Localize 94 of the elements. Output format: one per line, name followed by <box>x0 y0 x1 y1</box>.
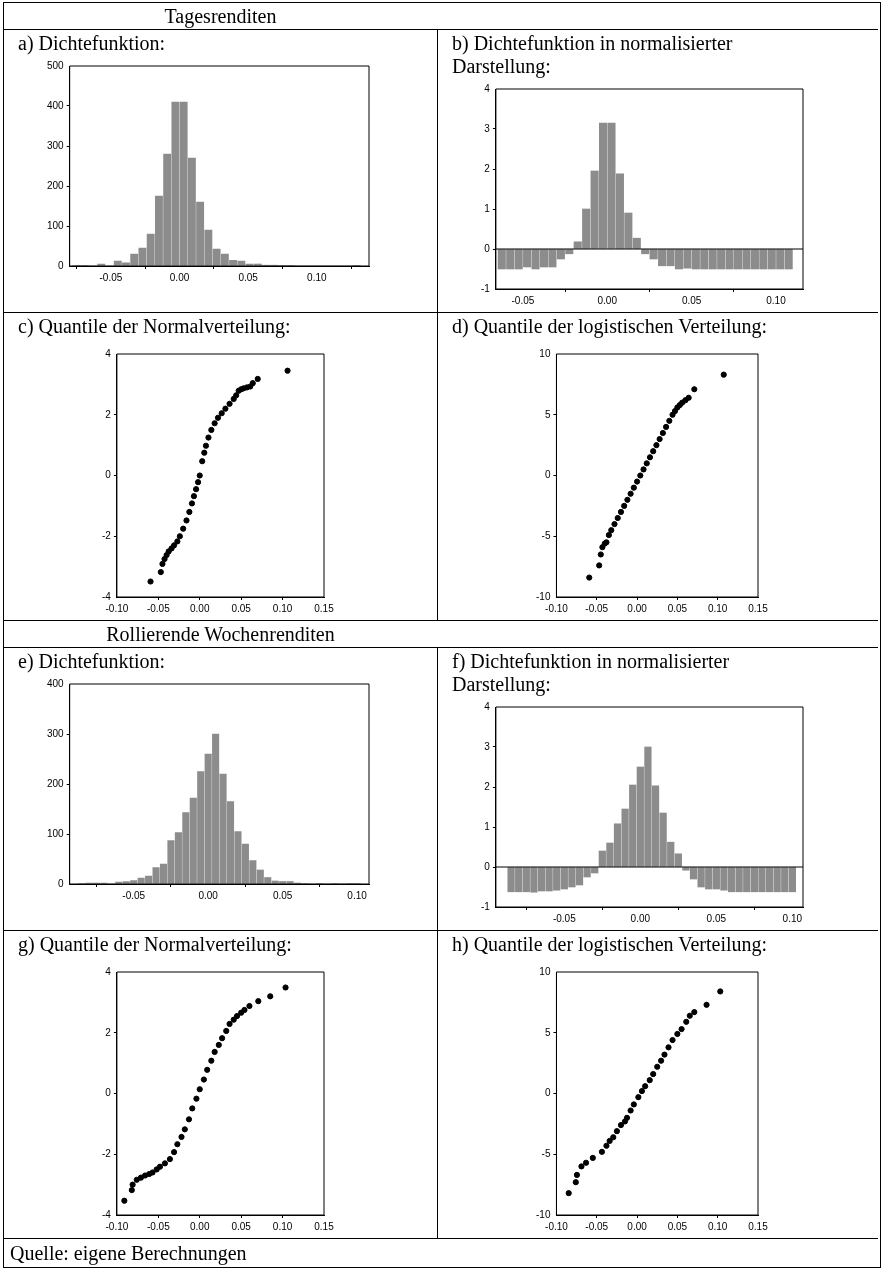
y-tick-label: -2 <box>101 1148 112 1159</box>
chart-title: e) Dichtefunktion: <box>17 649 167 674</box>
y-tick-label: 100 <box>47 219 65 231</box>
y-tick-label: 4 <box>484 82 491 94</box>
y-tick-label: 0 <box>105 469 112 481</box>
x-tick-label: 0.00 <box>190 1220 210 1232</box>
y-tick-label: 0 <box>484 860 491 872</box>
y-tick-label: 4 <box>105 965 112 977</box>
x-tick-label: 0.05 <box>238 271 259 283</box>
x-tick-label: -0.10 <box>545 1220 569 1232</box>
x-tick-label: -0.10 <box>105 1220 129 1232</box>
y-tick-label: -4 <box>101 590 112 602</box>
chart-subtitle: Rollierende Wochenrenditen <box>4 621 878 648</box>
y-tick-label: -5 <box>541 530 551 541</box>
y-tick-label: 200 <box>47 777 65 789</box>
y-tick-label: 5 <box>544 408 551 420</box>
y-tick-label: -1 <box>480 282 491 294</box>
x-tick-label: -0.05 <box>585 1220 609 1232</box>
x-tick-label: 0.00 <box>597 294 618 306</box>
y-tick-label: 300 <box>47 139 65 151</box>
x-tick-label: 0.00 <box>630 912 651 924</box>
y-tick-label: 400 <box>47 677 65 689</box>
x-tick-label: 0.05 <box>231 1220 252 1232</box>
y-tick-label: -4 <box>101 1208 112 1220</box>
y-tick-label: 10 <box>539 965 551 977</box>
y-tick-label: 4 <box>105 347 112 359</box>
x-tick-label: -0.05 <box>146 1220 171 1232</box>
x-tick-label: 0.05 <box>231 602 252 614</box>
x-tick-label: 0.15 <box>314 602 335 614</box>
source-note: Quelle: eigene Berechnungen <box>9 1241 248 1267</box>
x-tick-label: 0.10 <box>766 294 787 306</box>
chart-title: h) Quantile der logistischen Verteilung: <box>451 932 769 958</box>
chart-title: f) Dichtefunktion in normalisierter Darstellung: <box>451 649 731 698</box>
y-tick-label: 1 <box>484 820 491 832</box>
x-tick-label: 0.05 <box>706 912 727 924</box>
y-tick-label: 0 <box>544 1087 551 1099</box>
y-tick-label: 10 <box>539 347 551 359</box>
x-tick-label: 0.10 <box>707 602 728 614</box>
y-tick-label: -2 <box>101 530 112 541</box>
x-tick-label: 0.10 <box>272 1220 293 1232</box>
x-tick-label: 0.05 <box>272 889 293 901</box>
y-tick-label: 400 <box>47 99 65 111</box>
y-tick-label: -1 <box>480 900 491 912</box>
y-tick-label: 5 <box>544 1026 551 1038</box>
x-tick-label: -0.05 <box>585 602 609 614</box>
x-tick-label: 0.00 <box>190 602 210 614</box>
y-tick-label: 2 <box>484 162 491 174</box>
chart-title: a) Dichtefunktion: <box>17 31 167 56</box>
x-tick-label: 0.10 <box>347 889 368 901</box>
y-tick-label: 2 <box>484 780 491 792</box>
y-tick-label: 4 <box>484 700 491 712</box>
chart-title: c) Quantile der Normalverteilung: <box>17 314 292 340</box>
x-tick-label: -0.05 <box>99 271 123 283</box>
x-tick-label: 0.10 <box>782 912 803 924</box>
y-tick-label: 2 <box>105 408 112 420</box>
x-tick-label: 0.10 <box>707 1220 728 1232</box>
x-tick-label: 0.00 <box>627 1220 648 1232</box>
y-tick-label: 0 <box>484 242 491 254</box>
x-tick-label: -0.10 <box>105 602 129 614</box>
y-tick-label: 3 <box>484 122 491 134</box>
x-tick-label: 0.10 <box>272 602 293 614</box>
y-tick-label: -10 <box>536 1208 551 1220</box>
x-tick-label: 0.15 <box>314 1220 335 1232</box>
y-tick-label: 300 <box>47 727 65 739</box>
y-tick-label: 100 <box>47 827 65 839</box>
x-tick-label: 0.05 <box>667 1220 688 1232</box>
y-tick-label: 1 <box>484 202 491 214</box>
y-tick-label: 2 <box>105 1026 112 1038</box>
x-tick-label: -0.05 <box>552 912 577 924</box>
chart-subtitle: Tagesrenditen <box>4 3 878 30</box>
x-tick-label: -0.05 <box>511 294 535 306</box>
x-tick-label: 0.00 <box>198 889 219 901</box>
x-tick-label: -0.05 <box>146 602 171 614</box>
x-tick-label: -0.10 <box>545 602 569 614</box>
x-tick-label: -0.05 <box>122 889 146 901</box>
y-tick-label: 0 <box>105 1087 112 1099</box>
y-tick-label: -5 <box>541 1148 551 1159</box>
y-tick-label: 200 <box>47 179 65 191</box>
y-tick-label: 500 <box>47 59 65 71</box>
x-tick-label: 0.05 <box>667 602 688 614</box>
y-tick-label: 0 <box>58 259 65 271</box>
y-tick-label: 0 <box>544 469 551 481</box>
x-tick-label: 0.15 <box>748 1220 769 1232</box>
x-tick-label: 0.00 <box>169 271 190 283</box>
x-tick-label: 0.00 <box>627 602 648 614</box>
x-tick-label: 0.15 <box>748 602 769 614</box>
chart-title: d) Quantile der logistischen Verteilung: <box>451 314 769 340</box>
y-tick-label: 0 <box>58 877 65 889</box>
x-tick-label: 0.10 <box>307 271 327 283</box>
chart-title: g) Quantile der Normalverteilung: <box>17 932 293 958</box>
x-tick-label: 0.05 <box>681 294 702 306</box>
y-tick-label: 3 <box>484 740 491 752</box>
chart-title: b) Dichtefunktion in normalisierter Darstellung: <box>451 31 734 80</box>
y-tick-label: -10 <box>536 590 551 602</box>
